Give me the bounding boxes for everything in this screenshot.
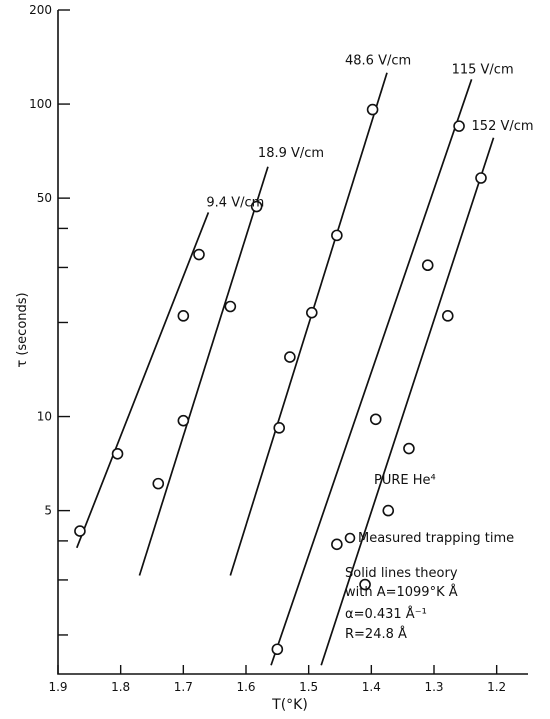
- x-tick-label: 1.6: [236, 680, 255, 694]
- x-tick-label: 1.2: [487, 680, 506, 694]
- data-points: [74, 103, 487, 656]
- data-point-series-1: [193, 248, 205, 261]
- annotation-with-a: with A=1099°K Å: [345, 584, 458, 600]
- annotation-r: R=24.8 Å: [345, 626, 407, 642]
- data-point-series-3: [366, 103, 379, 116]
- series-labels: 9.4 V/cm 18.9 V/cm 48.6 V/cm 115 V/cm 152 V/…: [206, 54, 533, 211]
- annotation-alpha: α=0.431 Å⁻¹: [345, 606, 427, 622]
- data-point-series-2: [250, 200, 263, 213]
- fit-line-series-1: [76, 212, 210, 549]
- fit-line-series-3: [229, 72, 388, 576]
- axes: 1.9 1.8 1.7 1.6 1.5 1.4 1.3 1.2 5 10 50 100 200: [29, 3, 528, 694]
- data-point-series-5: [382, 504, 395, 517]
- data-point-series-3: [305, 306, 318, 319]
- annotation-pure-he4: PURE He⁴: [374, 473, 436, 488]
- data-point-series-4: [453, 120, 465, 132]
- fit-line-series-5: [320, 137, 495, 666]
- data-point-series-4: [331, 538, 343, 551]
- data-point-series-1: [111, 447, 124, 460]
- x-tick-label: 1.7: [174, 680, 193, 694]
- y-axis-label: τ (seconds): [15, 292, 30, 367]
- y-tick-label: 100: [29, 97, 52, 111]
- data-point-series-2: [224, 300, 237, 313]
- data-point-series-4: [369, 413, 382, 426]
- y-tick-label: 10: [37, 410, 52, 424]
- data-point-series-5: [403, 442, 415, 455]
- series-label-1: 9.4 V/cm: [206, 195, 264, 210]
- x-tick-label: 1.9: [48, 680, 67, 694]
- x-tick-label: 1.8: [111, 680, 130, 694]
- data-point-series-2: [177, 414, 190, 427]
- x-tick-label: 1.4: [362, 680, 381, 694]
- data-point-series-3: [331, 229, 343, 242]
- annotation-solid-lines: Solid lines theory: [345, 566, 458, 581]
- series-label-3: 48.6 V/cm: [345, 54, 411, 69]
- legend-marker-icon: [344, 532, 356, 544]
- data-point-series-1: [74, 525, 86, 537]
- annotation-measured-line1: Measured trapping time: [358, 531, 514, 546]
- series-label-5: 152 V/cm: [472, 119, 534, 134]
- fit-lines: [76, 72, 495, 666]
- data-point-series-5: [359, 578, 371, 591]
- data-point-series-5: [441, 310, 454, 322]
- data-point-series-4: [271, 643, 284, 656]
- series-label-2: 18.9 V/cm: [258, 146, 324, 161]
- data-point-series-1: [177, 310, 190, 322]
- fit-line-series-2: [138, 166, 269, 576]
- x-tick-label: 1.5: [299, 680, 318, 694]
- fit-line-series-4: [270, 79, 473, 666]
- data-point-series-4: [421, 259, 434, 272]
- y-tick-label: 5: [44, 504, 52, 518]
- y-tick-label: 50: [37, 191, 52, 205]
- x-axis-label: T(°K): [271, 697, 308, 713]
- data-point-series-3: [273, 422, 286, 434]
- series-label-4: 115 V/cm: [452, 62, 514, 77]
- y-tick-label: 200: [29, 3, 52, 17]
- data-point-series-3: [284, 351, 296, 363]
- x-tick-label: 1.3: [424, 680, 443, 694]
- annotation-measured: Measured trapping time: [358, 531, 514, 546]
- data-point-series-2: [152, 477, 165, 490]
- data-point-series-5: [475, 172, 487, 184]
